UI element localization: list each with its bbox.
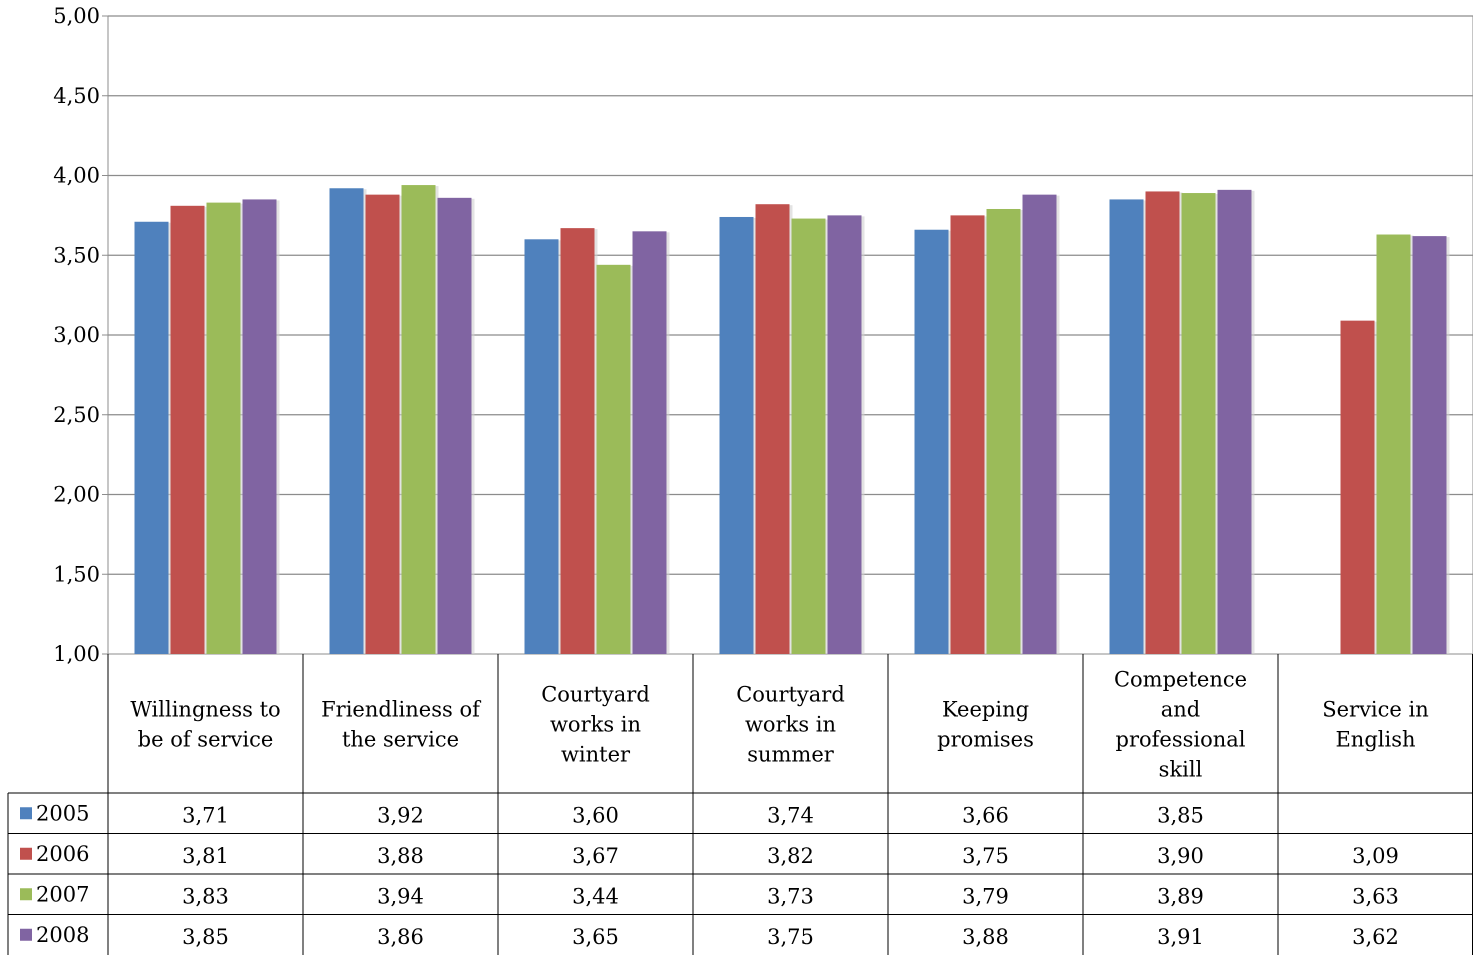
y-tick-label: 2,50 bbox=[53, 403, 100, 427]
table-cell-value: 3,88 bbox=[377, 844, 424, 868]
legend-key bbox=[20, 847, 32, 860]
category-label: Courtyard works in winter bbox=[541, 683, 650, 767]
table-cell-value: 3,75 bbox=[962, 844, 1009, 868]
bar bbox=[914, 229, 949, 655]
table-cell-value: 3,88 bbox=[962, 925, 1009, 949]
bar bbox=[1109, 199, 1144, 655]
bar bbox=[401, 185, 436, 654]
bar bbox=[632, 231, 667, 654]
category-label: Willingness to be of service bbox=[130, 698, 280, 752]
category-label: Keeping promises bbox=[937, 698, 1034, 752]
bar bbox=[170, 205, 205, 654]
table-cell-value: 3,85 bbox=[1157, 803, 1204, 827]
bar bbox=[437, 197, 472, 654]
table-cell-value: 3,74 bbox=[767, 803, 814, 827]
bar bbox=[524, 239, 559, 655]
legend-label: 2007 bbox=[36, 882, 89, 906]
y-tick-label: 1,50 bbox=[53, 562, 100, 586]
category-label: Competence and professional skill bbox=[1114, 668, 1247, 782]
table-cell-value: 3,73 bbox=[767, 884, 814, 908]
table-cell-value: 3,09 bbox=[1352, 844, 1399, 868]
bar bbox=[1376, 234, 1411, 654]
y-tick-label: 4,50 bbox=[53, 84, 100, 108]
category-label: Friendliness of the service bbox=[321, 698, 482, 752]
y-tick-label: 3,00 bbox=[53, 323, 100, 347]
legend-label: 2006 bbox=[36, 842, 89, 866]
bar bbox=[206, 202, 241, 655]
bar bbox=[1022, 194, 1057, 654]
table-cell-value: 3,66 bbox=[962, 803, 1009, 827]
bar bbox=[560, 228, 595, 654]
category-label: Service in English bbox=[1322, 698, 1429, 752]
bar bbox=[1145, 191, 1180, 654]
y-tick-label: 4,00 bbox=[53, 164, 100, 188]
y-tick-label: 2,00 bbox=[53, 483, 100, 507]
table-cell-value: 3,81 bbox=[182, 844, 229, 868]
table-cell-value: 3,89 bbox=[1157, 884, 1204, 908]
legend-key bbox=[20, 807, 32, 820]
bar bbox=[950, 215, 985, 654]
table-cell-value: 3,44 bbox=[572, 884, 619, 908]
table-cell-value: 3,65 bbox=[572, 925, 619, 949]
table-cell-value: 3,79 bbox=[962, 884, 1009, 908]
bar bbox=[1340, 320, 1375, 654]
bar bbox=[365, 194, 400, 654]
bar bbox=[986, 208, 1021, 654]
table-cell-value: 3,92 bbox=[377, 803, 424, 827]
table-cell-value: 3,86 bbox=[377, 925, 424, 949]
bar bbox=[1181, 193, 1216, 655]
table-cell-value: 3,91 bbox=[1157, 925, 1204, 949]
table-cell-value: 3,67 bbox=[572, 844, 619, 868]
table-cell-value: 3,62 bbox=[1352, 925, 1399, 949]
table-cell-value: 3,85 bbox=[182, 925, 229, 949]
bar bbox=[1217, 189, 1252, 655]
bar bbox=[755, 204, 790, 654]
table-cell-value: 3,82 bbox=[767, 844, 814, 868]
bar bbox=[1412, 236, 1447, 655]
table-cell-value: 3,94 bbox=[377, 884, 424, 908]
table-cell-value: 3,60 bbox=[572, 803, 619, 827]
y-tick-label: 5,00 bbox=[53, 4, 100, 28]
legend-label: 2008 bbox=[36, 923, 89, 947]
y-tick-label: 3,50 bbox=[53, 243, 100, 267]
legend-key bbox=[20, 888, 32, 901]
table-cell-value: 3,90 bbox=[1157, 844, 1204, 868]
bar bbox=[329, 188, 364, 654]
bar bbox=[242, 199, 277, 655]
bar bbox=[596, 264, 631, 654]
bar bbox=[827, 215, 862, 654]
legend-label: 2005 bbox=[36, 801, 89, 825]
legend-key bbox=[20, 928, 32, 941]
bar bbox=[791, 218, 826, 654]
table-cell-value: 3,71 bbox=[182, 803, 229, 827]
table-cell-value: 3,75 bbox=[767, 925, 814, 949]
table-cell-value: 3,63 bbox=[1352, 884, 1399, 908]
y-tick-label: 1,00 bbox=[53, 642, 100, 666]
bar bbox=[134, 221, 169, 654]
table-cell-value: 3,83 bbox=[182, 884, 229, 908]
category-label: Courtyard works in summer bbox=[736, 683, 845, 767]
bar bbox=[719, 216, 754, 654]
